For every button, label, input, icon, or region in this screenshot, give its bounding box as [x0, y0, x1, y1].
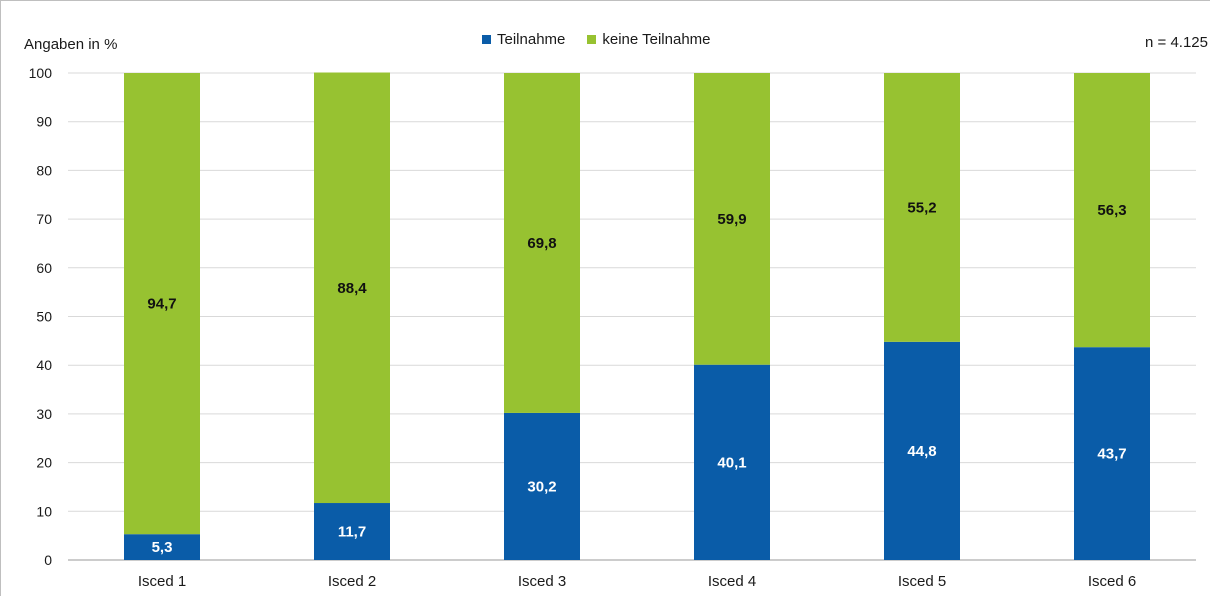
y-tick-label: 30: [36, 406, 52, 422]
bar-segment: [1074, 347, 1150, 560]
data-label-keine-teilnahme: 94,7: [147, 296, 176, 313]
bar-segment: [504, 73, 580, 413]
data-label-keine-teilnahme: 69,8: [527, 235, 556, 252]
legend: Teilnahme keine Teilnahme: [482, 31, 711, 48]
legend-item-keine-teilnahme: keine Teilnahme: [587, 31, 711, 48]
data-label-keine-teilnahme: 88,4: [337, 280, 367, 297]
data-label-keine-teilnahme: 55,2: [907, 199, 936, 216]
y-tick-label: 50: [36, 309, 52, 325]
bar-segment: [124, 534, 200, 560]
bar-segment: [694, 73, 770, 365]
data-label-teilnahme: 11,7: [338, 524, 366, 541]
data-label-teilnahme: 43,7: [1097, 446, 1126, 463]
bar-segment: [884, 73, 960, 342]
bar-segment: [314, 503, 390, 560]
x-category-label: Isced 2: [328, 573, 376, 590]
x-category-label: Isced 5: [898, 573, 946, 590]
data-label-teilnahme: 5,3: [152, 539, 173, 556]
data-label-keine-teilnahme: 56,3: [1097, 202, 1126, 219]
legend-swatch-teilnahme: [482, 35, 491, 44]
x-category-label: Isced 1: [138, 573, 186, 590]
legend-swatch-keine-teilnahme: [587, 35, 597, 44]
bar-segment: [314, 72, 390, 504]
data-label-teilnahme: 40,1: [717, 454, 746, 471]
bar-segment: [504, 412, 580, 560]
y-tick-label: 80: [36, 162, 52, 178]
data-label-keine-teilnahme: 59,9: [717, 211, 746, 228]
bar-segment: [124, 73, 200, 535]
bar-segment: [694, 364, 770, 560]
sample-size-label: n = 4.125: [1145, 34, 1208, 51]
y-tick-label: 70: [36, 211, 52, 227]
unit-label: Angaben in %: [24, 36, 118, 53]
y-tick-label: 0: [44, 552, 52, 568]
x-category-label: Isced 6: [1088, 573, 1136, 590]
y-tick-label: 100: [29, 65, 53, 81]
data-label-teilnahme: 44,8: [907, 443, 936, 460]
x-category-label: Isced 4: [708, 573, 756, 590]
y-tick-label: 60: [36, 260, 52, 276]
bar-segment: [1074, 73, 1150, 348]
y-tick-label: 10: [36, 503, 52, 519]
x-category-label: Isced 3: [518, 573, 566, 590]
y-tick-label: 40: [36, 357, 52, 373]
data-label-teilnahme: 30,2: [527, 478, 556, 495]
y-tick-label: 20: [36, 455, 52, 471]
legend-label-keine-teilnahme: keine Teilnahme: [602, 31, 711, 48]
legend-label-teilnahme: Teilnahme: [497, 31, 566, 48]
legend-item-teilnahme: Teilnahme: [482, 31, 565, 48]
bar-segment: [884, 341, 960, 560]
y-tick-label: 90: [36, 114, 52, 130]
